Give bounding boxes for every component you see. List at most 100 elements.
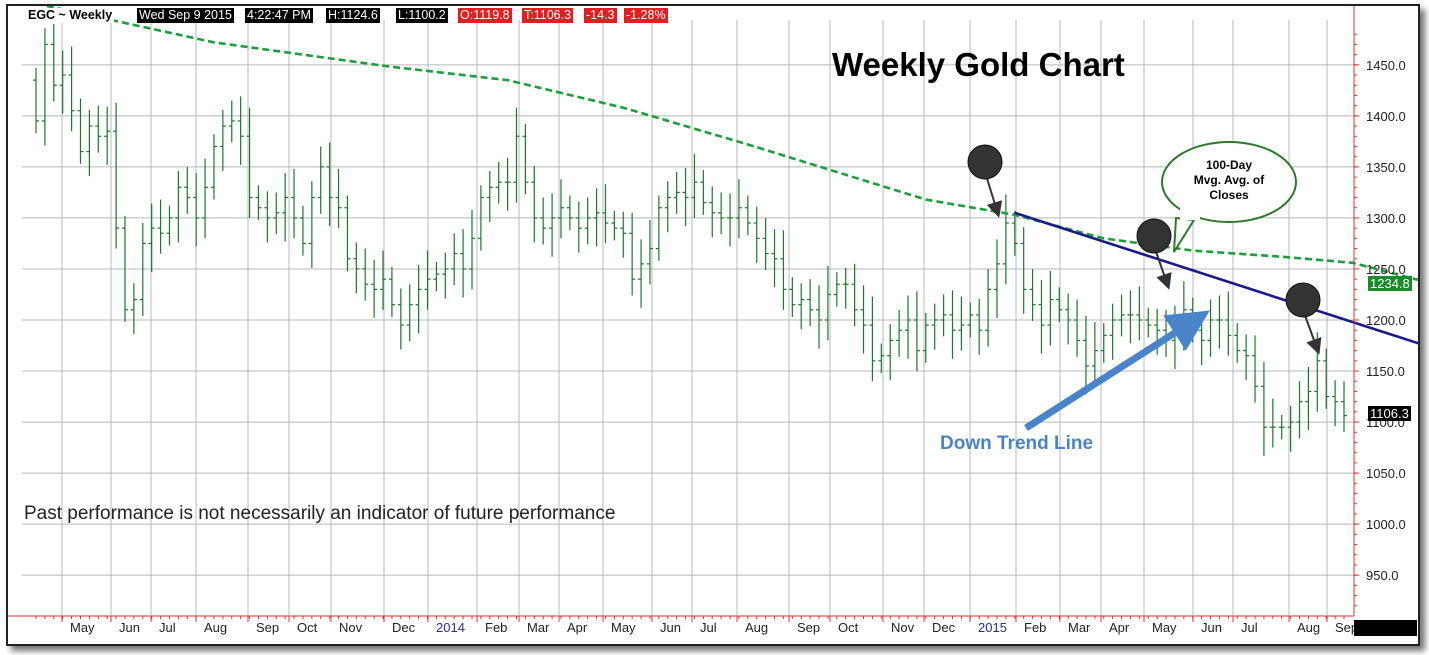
ohlc-bar <box>130 283 137 335</box>
ohlc-bar <box>664 181 671 233</box>
last-price-tag: 1106.3 <box>1368 406 1411 421</box>
ohlc-bar <box>869 296 876 382</box>
ohlc-bar <box>433 261 440 292</box>
ohlc-bar <box>896 309 903 357</box>
ohlc-bar <box>424 250 431 310</box>
trend-line-series <box>1014 211 1418 345</box>
ohlc-bar <box>584 197 591 245</box>
ohlc-bar <box>33 67 39 134</box>
ohlc-bar <box>718 192 725 235</box>
chart-title: Weekly Gold Chart <box>832 46 1125 83</box>
ohlc-bar <box>620 211 627 258</box>
x-tick-label: Sep <box>1335 620 1358 635</box>
y-tick-label: 1400.0 <box>1366 109 1406 124</box>
ohlc-bar <box>602 184 609 244</box>
y-tick-label: 950.0 <box>1366 568 1399 583</box>
ohlc-bar <box>299 205 306 256</box>
ohlc-bar <box>789 277 796 317</box>
ohlc-bar <box>816 285 823 349</box>
ohlc-bar <box>335 168 342 229</box>
x-tick-label: Feb <box>1024 620 1046 635</box>
ohlc-bar <box>1269 398 1276 448</box>
ohlc-bar <box>1296 381 1303 439</box>
x-tick-label: Aug <box>745 620 768 635</box>
ohlc-bar <box>495 161 502 204</box>
ohlc-bars <box>33 24 1347 456</box>
ohlc-bar <box>326 142 333 227</box>
price-chart: 1450.0 1400.0 1350.0 1300.0 1250.0 1200.0 1150… <box>8 6 1418 635</box>
ohlc-bar <box>798 283 805 330</box>
ohlc-bar <box>1287 405 1294 452</box>
ohlc-bar <box>317 146 324 214</box>
ohlc-bar <box>157 199 164 254</box>
trend-line-label: Down Trend Line <box>940 433 1094 454</box>
x-tick-label: Dec <box>932 620 956 635</box>
ohlc-bar <box>1038 280 1045 354</box>
ohlc-bar <box>1127 290 1134 344</box>
ohlc-bar <box>1029 268 1036 322</box>
ohlc-bar <box>842 267 849 309</box>
callout-joint-mask <box>1180 206 1200 220</box>
ohlc-bar <box>949 290 956 359</box>
ohlc-bar <box>1305 366 1312 431</box>
ohlc-bar <box>1065 293 1072 345</box>
ohlc-bar <box>104 106 111 165</box>
callout-line-3: Closes <box>1209 188 1249 202</box>
ohlc-bar <box>380 250 387 310</box>
ohlc-bar <box>344 195 351 272</box>
ohlc-bar <box>388 266 395 317</box>
ohlc-bar <box>121 215 128 323</box>
y-tick-label: 1150.0 <box>1366 364 1405 379</box>
ohlc-bar <box>744 195 751 236</box>
ohlc-bar <box>237 96 244 165</box>
x-tick-label: Apr <box>567 620 588 635</box>
ohlc-bar <box>860 285 867 354</box>
ohlc-bar <box>629 212 636 296</box>
open-label: O:1119.8 <box>458 8 512 23</box>
callout-pointer <box>1173 216 1196 253</box>
ohlc-bar <box>762 217 769 270</box>
ohlc-bar <box>993 239 1000 318</box>
x-tick-label: Jul <box>1241 620 1258 635</box>
ohlc-bar <box>308 181 315 268</box>
ohlc-bar <box>291 168 298 239</box>
callout-line-1: 100-Day <box>1205 158 1253 172</box>
y-axis: 1450.0 1400.0 1350.0 1300.0 1250.0 1200.0 1150… <box>1353 6 1406 616</box>
ohlc-bar <box>913 291 920 372</box>
x-tick-label: Nov <box>891 620 915 635</box>
x-tick-label: Oct <box>838 620 859 635</box>
x-tick-label: 2014 <box>436 620 465 635</box>
down-trend-line <box>1014 211 1418 345</box>
ohlc-bar <box>833 272 840 307</box>
ohlc-bar <box>1136 286 1143 341</box>
ohlc-bar <box>469 209 475 290</box>
ohlc-bar <box>86 109 93 177</box>
ohlc-bar <box>611 210 618 241</box>
moving-average-series <box>40 6 1418 281</box>
high-label: H:1124.6 <box>326 8 380 23</box>
ohlc-bar <box>50 24 57 102</box>
ohlc-bar <box>451 233 458 286</box>
ohlc-bar <box>709 186 716 238</box>
ohlc-bar <box>1332 380 1339 427</box>
touch-point-marker <box>1285 282 1321 318</box>
y-tick-label: 1200.0 <box>1366 313 1406 328</box>
ohlc-bar <box>593 188 600 247</box>
ohlc-bar <box>1091 322 1098 387</box>
ohlc-bar <box>1011 210 1018 256</box>
touch-point-marker <box>1136 218 1172 254</box>
ohlc-bar <box>735 179 742 239</box>
ohlc-bar <box>210 134 217 200</box>
callout-line-2: Mvg. Avg. of <box>1193 173 1265 187</box>
ohlc-bar <box>184 166 191 214</box>
ohlc-bar <box>1145 307 1152 338</box>
ohlc-bar <box>727 193 734 247</box>
ohlc-bar <box>1100 323 1107 363</box>
x-tick-label: Apr <box>1109 620 1130 635</box>
x-tick-label: May <box>1152 620 1177 635</box>
ohlc-bar <box>282 173 289 242</box>
ohlc-bar <box>1118 294 1125 337</box>
ohlc-bar <box>1074 299 1081 357</box>
ohlc-bar <box>1323 348 1330 409</box>
ohlc-bar <box>646 219 653 285</box>
